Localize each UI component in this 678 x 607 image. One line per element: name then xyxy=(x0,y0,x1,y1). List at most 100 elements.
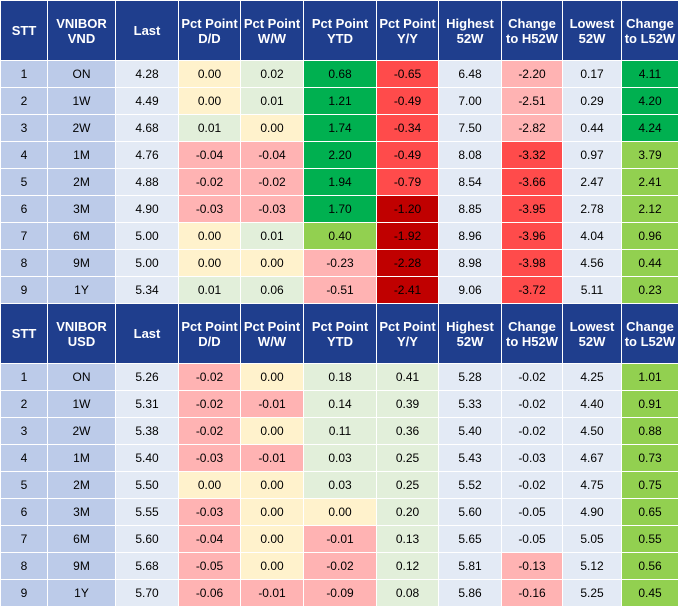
cell-change-to-l52w: 4.11 xyxy=(622,61,678,88)
cell-pct-dd: 0.00 xyxy=(179,61,241,88)
cell-pct-ytd: 0.03 xyxy=(304,472,377,499)
cell-pct-dd: -0.02 xyxy=(179,391,241,418)
cell-change-to-l52w: 0.91 xyxy=(622,391,678,418)
cell-highest-52w: 8.98 xyxy=(439,250,502,277)
cell-stt: 2 xyxy=(1,88,48,115)
cell-pct-yy: 0.41 xyxy=(377,364,439,391)
header-change-to-h52w: Change to H52W xyxy=(502,1,563,61)
cell-stt: 4 xyxy=(1,142,48,169)
cell-pct-dd: -0.03 xyxy=(179,196,241,223)
cell-last: 5.40 xyxy=(116,445,179,472)
cell-change-to-l52w: 1.01 xyxy=(622,364,678,391)
cell-pct-ww: -0.01 xyxy=(241,445,304,472)
cell-pct-ww: -0.04 xyxy=(241,142,304,169)
header-pct-ytd: Pct Point YTD xyxy=(304,1,377,61)
cell-pct-dd: -0.02 xyxy=(179,418,241,445)
cell-highest-52w: 5.33 xyxy=(439,391,502,418)
cell-pct-yy: 0.36 xyxy=(377,418,439,445)
cell-pct-ytd: -0.01 xyxy=(304,526,377,553)
cell-lowest-52w: 2.78 xyxy=(563,196,622,223)
cell-highest-52w: 5.52 xyxy=(439,472,502,499)
cell-pct-ww: 0.06 xyxy=(241,277,304,304)
header-term: VNIBOR USD xyxy=(48,304,116,364)
cell-pct-yy: -0.49 xyxy=(377,142,439,169)
cell-pct-yy: 0.12 xyxy=(377,553,439,580)
cell-term: 2W xyxy=(48,418,116,445)
cell-pct-ww: 0.00 xyxy=(241,553,304,580)
cell-change-to-l52w: 0.75 xyxy=(622,472,678,499)
cell-pct-dd: 0.00 xyxy=(179,88,241,115)
header-change-to-l52w: Change to L52W xyxy=(622,1,678,61)
cell-lowest-52w: 5.05 xyxy=(563,526,622,553)
cell-term: 9M xyxy=(48,250,116,277)
cell-last: 5.60 xyxy=(116,526,179,553)
cell-last: 5.50 xyxy=(116,472,179,499)
cell-highest-52w: 8.08 xyxy=(439,142,502,169)
header-pct-yy: Pct Point Y/Y xyxy=(377,1,439,61)
cell-pct-ww: -0.01 xyxy=(241,391,304,418)
cell-stt: 8 xyxy=(1,553,48,580)
cell-pct-ytd: -0.09 xyxy=(304,580,377,607)
cell-last: 4.49 xyxy=(116,88,179,115)
cell-lowest-52w: 0.29 xyxy=(563,88,622,115)
cell-lowest-52w: 4.04 xyxy=(563,223,622,250)
cell-change-to-h52w: -0.05 xyxy=(502,499,563,526)
cell-term: 6M xyxy=(48,526,116,553)
header-pct-ww: Pct Point W/W xyxy=(241,304,304,364)
cell-highest-52w: 5.28 xyxy=(439,364,502,391)
cell-lowest-52w: 4.67 xyxy=(563,445,622,472)
cell-term: 1M xyxy=(48,445,116,472)
header-pct-ww: Pct Point W/W xyxy=(241,1,304,61)
cell-pct-yy: 0.25 xyxy=(377,472,439,499)
cell-last: 5.31 xyxy=(116,391,179,418)
cell-last: 5.34 xyxy=(116,277,179,304)
cell-lowest-52w: 4.56 xyxy=(563,250,622,277)
cell-pct-ww: 0.00 xyxy=(241,418,304,445)
cell-pct-ytd: 0.18 xyxy=(304,364,377,391)
cell-stt: 3 xyxy=(1,418,48,445)
cell-pct-dd: -0.03 xyxy=(179,499,241,526)
cell-highest-52w: 8.54 xyxy=(439,169,502,196)
cell-pct-ytd: 1.94 xyxy=(304,169,377,196)
cell-highest-52w: 5.43 xyxy=(439,445,502,472)
cell-pct-ytd: 1.70 xyxy=(304,196,377,223)
cell-stt: 9 xyxy=(1,277,48,304)
cell-last: 5.38 xyxy=(116,418,179,445)
cell-highest-52w: 5.86 xyxy=(439,580,502,607)
cell-term: 2M xyxy=(48,169,116,196)
cell-change-to-l52w: 0.44 xyxy=(622,250,678,277)
cell-change-to-l52w: 0.88 xyxy=(622,418,678,445)
cell-change-to-l52w: 2.41 xyxy=(622,169,678,196)
cell-term: 1W xyxy=(48,88,116,115)
header-pct-ytd: Pct Point YTD xyxy=(304,304,377,364)
header-change-to-h52w: Change to H52W xyxy=(502,304,563,364)
cell-change-to-h52w: -0.02 xyxy=(502,418,563,445)
cell-change-to-l52w: 2.12 xyxy=(622,196,678,223)
cell-stt: 8 xyxy=(1,250,48,277)
cell-pct-ytd: 1.74 xyxy=(304,115,377,142)
cell-pct-ww: 0.02 xyxy=(241,61,304,88)
cell-pct-ww: -0.01 xyxy=(241,580,304,607)
cell-pct-ww: -0.03 xyxy=(241,196,304,223)
cell-highest-52w: 8.85 xyxy=(439,196,502,223)
cell-last: 5.00 xyxy=(116,223,179,250)
cell-stt: 9 xyxy=(1,580,48,607)
cell-pct-yy: -0.65 xyxy=(377,61,439,88)
cell-term: 1Y xyxy=(48,580,116,607)
cell-pct-ytd: 0.68 xyxy=(304,61,377,88)
cell-change-to-l52w: 0.73 xyxy=(622,445,678,472)
cell-stt: 7 xyxy=(1,526,48,553)
cell-pct-ww: -0.02 xyxy=(241,169,304,196)
header-term: VNIBOR VND xyxy=(48,1,116,61)
